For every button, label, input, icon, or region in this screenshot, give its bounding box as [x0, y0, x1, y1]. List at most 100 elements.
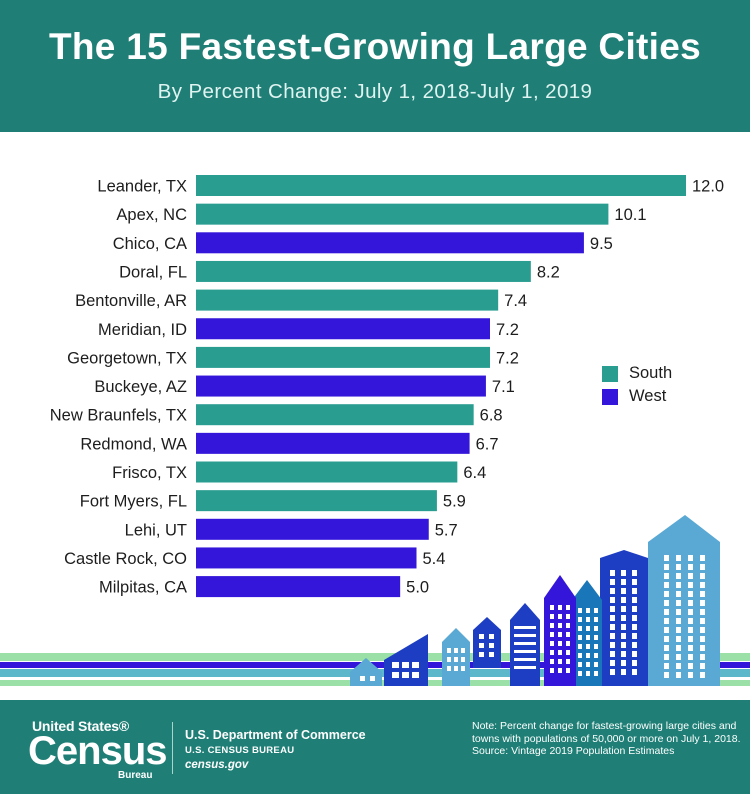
value-label: 5.7: [435, 521, 458, 539]
window: [664, 627, 669, 633]
value-label: 7.4: [504, 292, 527, 310]
window: [664, 636, 669, 642]
window: [550, 641, 554, 646]
window: [688, 573, 693, 579]
window: [594, 653, 598, 658]
window: [594, 626, 598, 631]
window: [370, 676, 375, 681]
window: [610, 660, 615, 666]
window: [479, 634, 484, 639]
window: [664, 555, 669, 561]
dept-name: U.S. Department of Commerce: [185, 728, 366, 742]
window: [412, 672, 419, 678]
window: [632, 606, 637, 612]
window: [610, 579, 615, 585]
window: [586, 671, 590, 676]
window: [610, 651, 615, 657]
window: [586, 662, 590, 667]
window: [688, 582, 693, 588]
window: [447, 648, 451, 653]
window: [700, 609, 705, 615]
window: [664, 582, 669, 588]
window: [447, 657, 451, 662]
building-tower-dark: [544, 575, 576, 686]
window: [489, 652, 494, 657]
window: [664, 573, 669, 579]
window: [578, 626, 582, 631]
window: [688, 564, 693, 570]
window: [700, 654, 705, 660]
building-windows: [360, 555, 705, 681]
bar: [196, 490, 437, 512]
window: [514, 626, 536, 629]
window: [700, 555, 705, 561]
window: [594, 662, 598, 667]
window: [461, 648, 465, 653]
window: [392, 672, 399, 678]
window: [454, 657, 458, 662]
bar: [196, 404, 474, 426]
window: [632, 669, 637, 675]
window: [664, 618, 669, 624]
website-link[interactable]: census.gov: [185, 759, 249, 771]
department-block: U.S. Department of Commerce U.S. CENSUS …: [185, 728, 366, 771]
bar: [196, 461, 458, 483]
window: [700, 645, 705, 651]
window: [621, 660, 626, 666]
stripe-blue: [0, 662, 750, 668]
window: [621, 588, 626, 594]
window: [461, 657, 465, 662]
header-banner: The 15 Fastest-Growing Large Cities By P…: [0, 0, 750, 132]
window: [632, 597, 637, 603]
window: [621, 624, 626, 630]
window: [621, 615, 626, 621]
logo-bottom-text: Bureau: [118, 770, 153, 781]
window: [621, 633, 626, 639]
window: [664, 609, 669, 615]
window: [676, 564, 681, 570]
window: [610, 624, 615, 630]
window: [514, 650, 536, 653]
value-label: 6.4: [463, 464, 486, 482]
window: [566, 641, 570, 646]
window: [586, 617, 590, 622]
footnote: Note: Percent change for fastest-growing…: [472, 720, 742, 758]
value-label: 5.4: [423, 550, 446, 568]
category-label: Castle Rock, CO: [64, 550, 187, 568]
window: [632, 651, 637, 657]
window: [621, 669, 626, 675]
window: [621, 606, 626, 612]
window: [688, 627, 693, 633]
window: [676, 663, 681, 669]
window: [550, 614, 554, 619]
category-label: Bentonville, AR: [75, 292, 187, 310]
window: [676, 654, 681, 660]
bar: [196, 232, 584, 254]
window: [676, 618, 681, 624]
value-label: 5.0: [406, 579, 429, 597]
category-label: Milpitas, CA: [99, 579, 187, 597]
window: [664, 645, 669, 651]
window: [664, 663, 669, 669]
note-text: Note: Percent change for fastest-growing…: [472, 720, 741, 745]
window: [550, 632, 554, 637]
window: [566, 614, 570, 619]
window: [621, 642, 626, 648]
bar: [196, 375, 486, 397]
window: [479, 652, 484, 657]
bar: [196, 432, 470, 454]
window: [664, 672, 669, 678]
window: [550, 650, 554, 655]
value-label: 6.8: [480, 407, 503, 425]
window: [688, 672, 693, 678]
window: [412, 662, 419, 668]
window: [514, 658, 536, 661]
window: [676, 582, 681, 588]
window: [676, 672, 681, 678]
category-label: Leander, TX: [97, 178, 187, 196]
window: [688, 654, 693, 660]
window: [489, 634, 494, 639]
building-tower-mid: [572, 580, 602, 686]
value-label: 9.5: [590, 235, 613, 253]
window: [566, 659, 570, 664]
